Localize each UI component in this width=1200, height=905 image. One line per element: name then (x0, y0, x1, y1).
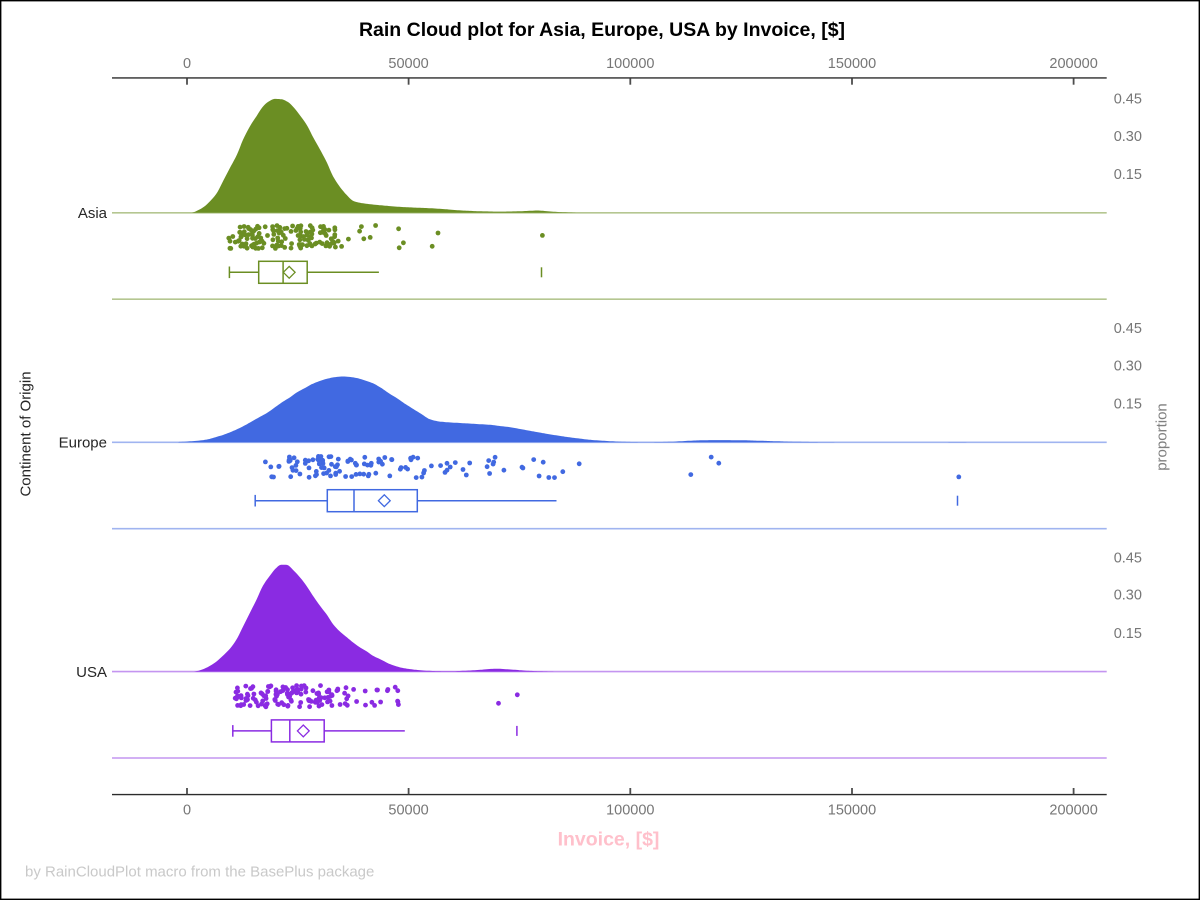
svg-text:200000: 200000 (1049, 56, 1097, 72)
svg-text:Invoice, [$]: Invoice, [$] (558, 828, 660, 850)
svg-text:150000: 150000 (828, 802, 876, 818)
svg-text:50000: 50000 (388, 56, 428, 72)
svg-text:100000: 100000 (606, 56, 654, 72)
svg-text:USA: USA (76, 664, 107, 681)
svg-text:0.30: 0.30 (1114, 588, 1142, 604)
svg-text:200000: 200000 (1049, 802, 1097, 818)
svg-text:0: 0 (183, 56, 191, 72)
svg-text:0.15: 0.15 (1114, 397, 1142, 413)
svg-text:Asia: Asia (78, 205, 108, 222)
svg-text:0.15: 0.15 (1114, 626, 1142, 642)
svg-text:150000: 150000 (828, 56, 876, 72)
svg-text:0.30: 0.30 (1114, 129, 1142, 145)
svg-text:0.45: 0.45 (1114, 550, 1142, 566)
svg-text:Europe: Europe (59, 435, 107, 452)
svg-text:0: 0 (183, 802, 191, 818)
svg-text:0.15: 0.15 (1114, 167, 1142, 183)
svg-text:0.30: 0.30 (1114, 358, 1142, 374)
svg-text:100000: 100000 (606, 802, 654, 818)
svg-text:Continent of Origin: Continent of Origin (18, 371, 35, 496)
svg-text:0.45: 0.45 (1114, 92, 1142, 108)
svg-text:0.45: 0.45 (1114, 321, 1142, 337)
svg-text:by RainCloudPlot macro from th: by RainCloudPlot macro from the BasePlus… (25, 864, 374, 881)
svg-text:proportion: proportion (1154, 403, 1171, 471)
svg-text:50000: 50000 (388, 802, 428, 818)
svg-text:Rain Cloud plot for Asia, Euro: Rain Cloud plot for Asia, Europe, USA by… (359, 19, 845, 41)
